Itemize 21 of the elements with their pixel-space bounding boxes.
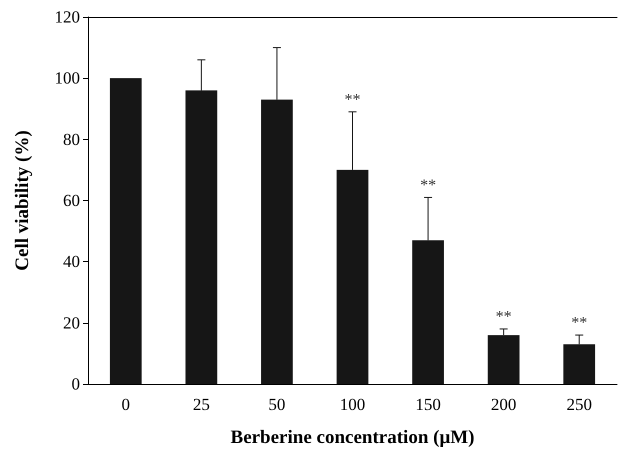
- y-tick-label: 20: [63, 313, 80, 332]
- x-tick-label: 100: [340, 395, 366, 414]
- x-tick-label: 50: [268, 395, 286, 414]
- x-tick-label: 0: [122, 395, 130, 414]
- bar: [110, 78, 142, 384]
- x-tick-label: 25: [192, 395, 210, 414]
- y-axis-title: Cell viability (%): [12, 130, 33, 271]
- y-tick-label: 40: [63, 252, 80, 272]
- y-tick-label: 60: [63, 191, 80, 210]
- y-tick-label: 80: [63, 130, 80, 149]
- y-tick-label: 0: [72, 374, 80, 394]
- annotation: **: [420, 176, 436, 194]
- x-tick-label: 250: [566, 395, 592, 414]
- x-tick-label: 150: [415, 395, 441, 414]
- y-tick-label: 100: [54, 68, 80, 88]
- x-tick-label: 200: [490, 395, 516, 414]
- y-tick-label: 120: [54, 8, 80, 26]
- annotation: **: [571, 314, 588, 332]
- annotation: **: [344, 91, 360, 108]
- annotation: **: [496, 308, 512, 326]
- x-axis-title: Berberine concentration (μM): [230, 427, 474, 448]
